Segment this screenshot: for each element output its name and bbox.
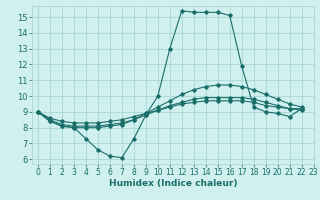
X-axis label: Humidex (Indice chaleur): Humidex (Indice chaleur) [108, 179, 237, 188]
